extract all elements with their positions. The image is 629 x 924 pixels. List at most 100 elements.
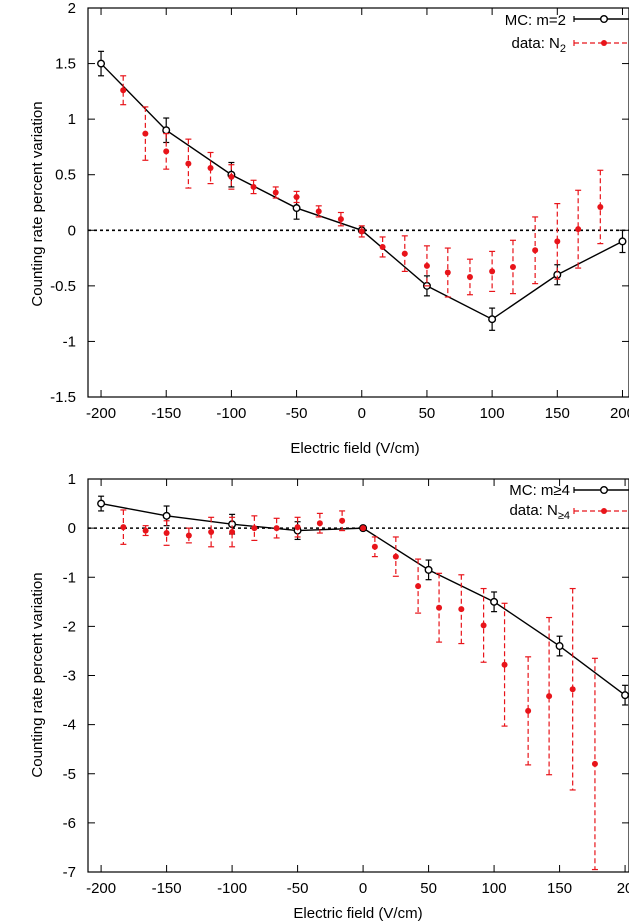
- x-tick-label: -150: [151, 405, 181, 422]
- mc-line: [100, 63, 623, 321]
- legend-samples: [573, 14, 629, 46]
- x-tick-label: 0: [359, 880, 367, 897]
- data-point: [458, 606, 465, 613]
- data-point: [207, 165, 214, 172]
- data-point: [546, 693, 553, 700]
- y-tick-label: 0: [68, 222, 76, 239]
- legend: MC: m≥4 data: N≥4: [509, 482, 570, 522]
- x-axis-label: Electric field (V/cm): [290, 440, 419, 457]
- legend-label-mc: MC: m=2: [505, 12, 566, 29]
- plot-frame: [87, 7, 629, 398]
- legend-label-mc-text: MC: m=2: [505, 12, 566, 29]
- data-point: [501, 661, 508, 668]
- mc-line: [100, 502, 626, 696]
- x-tick-label: -150: [152, 880, 182, 897]
- data-point: [466, 273, 473, 280]
- y-tick-label: -2: [63, 618, 76, 635]
- x-tick-label: 100: [482, 880, 507, 897]
- data-point: [208, 529, 215, 536]
- mc-point: [292, 204, 301, 213]
- data-point: [229, 529, 236, 536]
- data-point: [358, 228, 365, 235]
- data-point: [415, 583, 422, 590]
- data-point: [509, 263, 516, 270]
- y-tick-label: 1: [68, 471, 76, 488]
- data-point: [480, 622, 487, 629]
- mc-series: [97, 50, 627, 331]
- legend-label-data: data: N≥4: [509, 502, 570, 522]
- chart-bottom: Electric field (V/cm) Counting rate perc…: [29, 471, 629, 922]
- x-axis-label: Electric field (V/cm): [293, 905, 422, 922]
- data-point: [273, 525, 280, 532]
- data-point: [575, 226, 582, 233]
- x-tick-label: 100: [480, 405, 505, 422]
- data-point: [392, 553, 399, 560]
- x-tick-label: -100: [216, 405, 246, 422]
- y-tick-label: -7: [63, 864, 76, 881]
- data-point: [185, 160, 192, 167]
- legend: MC: m=2 data: N2: [505, 12, 566, 55]
- data-point: [120, 524, 127, 531]
- x-tick-label: 20: [617, 880, 629, 897]
- legend-sample-mc-marker: [600, 486, 609, 495]
- data-point: [525, 707, 532, 714]
- y-tick-label: 1: [68, 111, 76, 128]
- legend-label-data-text: data: N: [512, 35, 560, 52]
- y-tick-label: 0: [68, 520, 76, 537]
- data-point: [360, 525, 367, 532]
- data-series: [120, 509, 598, 871]
- data-point: [532, 247, 539, 254]
- legend-samples: [573, 486, 629, 514]
- y-tick-label: 0.5: [55, 167, 76, 184]
- y-axis-label: Counting rate percent variation: [29, 101, 46, 306]
- data-point: [569, 686, 576, 693]
- x-tick-label: -200: [86, 405, 116, 422]
- data-point: [339, 517, 346, 524]
- mc-point: [618, 237, 627, 246]
- y-tick-label: -0.5: [50, 278, 76, 295]
- data-point: [185, 532, 192, 539]
- mc-point: [97, 59, 106, 68]
- data-point: [163, 148, 170, 155]
- data-point: [228, 173, 235, 180]
- y-tick-label: 1.5: [55, 56, 76, 73]
- legend-sample-data-marker: [601, 508, 607, 514]
- mc-point: [97, 499, 106, 508]
- legend-label-data-text: data: N: [509, 502, 557, 519]
- mc-point: [490, 597, 499, 606]
- y-tick-label: -1: [63, 333, 76, 350]
- data-point: [142, 527, 149, 534]
- x-tick-label: 50: [420, 880, 437, 897]
- data-point: [316, 520, 323, 527]
- y-tick-label: -1: [63, 569, 76, 586]
- x-tick-label: -100: [217, 880, 247, 897]
- data-point: [142, 130, 149, 137]
- data-point: [423, 262, 430, 269]
- data-point: [436, 604, 443, 611]
- y-tick-label: -1.5: [50, 389, 76, 406]
- data-point: [293, 193, 300, 200]
- data-point: [371, 543, 378, 550]
- data-point: [250, 183, 257, 190]
- data-point: [591, 760, 598, 767]
- data-point: [379, 243, 386, 250]
- x-tick-label: 150: [547, 880, 572, 897]
- x-tick-label: -50: [286, 405, 308, 422]
- data-point: [315, 208, 322, 215]
- mc-point: [162, 126, 171, 135]
- data-point: [554, 238, 561, 245]
- legend-label-data: data: N2: [512, 35, 567, 55]
- data-point: [120, 87, 127, 94]
- y-tick-label: 2: [68, 0, 76, 17]
- legend-label-mc-text: MC: m≥4: [509, 482, 570, 499]
- y-tick-label: -3: [63, 668, 76, 685]
- x-tick-label: 200: [610, 405, 629, 422]
- x-tick-label: 50: [419, 405, 436, 422]
- data-point: [489, 268, 496, 275]
- x-tick-label: 0: [358, 405, 366, 422]
- data-point: [597, 203, 604, 210]
- y-axis-label: Counting rate percent variation: [29, 572, 46, 777]
- data-point: [251, 525, 258, 532]
- mc-point: [621, 691, 629, 700]
